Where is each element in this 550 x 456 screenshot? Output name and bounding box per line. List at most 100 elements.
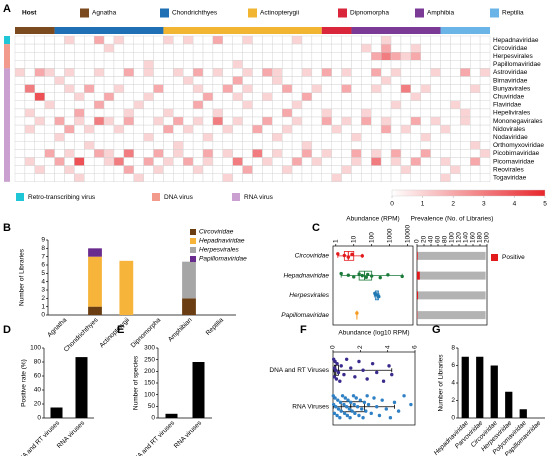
heat-cell [212,149,224,158]
heat-cell [380,116,392,126]
heat-cell [390,173,402,182]
heat-cell [24,165,35,174]
panel-label: F [300,324,307,336]
point [352,402,356,407]
heat-cell [341,173,352,182]
heat-cell [351,108,362,118]
heat-cell [113,108,125,118]
heat-cell [183,141,194,150]
heat-cell [113,141,125,150]
heat-cell [103,35,115,45]
heat-cell [54,157,65,166]
heat-cell [93,43,105,53]
heat-cell [460,92,471,101]
heat-cell [54,100,65,110]
heat-cell [84,100,95,110]
point [354,396,358,400]
heat-cell [93,124,105,134]
heat-cell [143,173,154,182]
heat-cell [331,157,342,166]
heat-cell [183,157,194,166]
y-tick-label: 3 [41,287,45,294]
heat-cell [440,68,451,77]
heat-cell [183,52,194,61]
heat-cell [331,173,342,182]
heat-cell [222,141,233,150]
heat-cell [232,84,243,93]
x-tick-label: 180 [477,232,484,243]
heat-cell [272,43,283,53]
heat-cell [371,76,382,85]
heat-cell [34,173,45,182]
heat-cell [380,35,392,45]
heat-cell [301,35,313,45]
heat-cell [232,76,243,85]
heat-cell [301,108,313,118]
heat-cell [123,108,134,118]
y-tick-label: 0 [151,415,155,422]
point [364,409,368,413]
heat-cell [64,35,75,45]
heat-cell [222,149,233,158]
heat-cell [410,92,421,101]
heat-cell [103,43,115,53]
colorbar-tick-label: 2 [451,201,455,208]
heat-cell [44,76,55,85]
colorbar-tick-label: 1 [421,201,425,208]
heat-cell [64,124,75,134]
heat-cell [212,141,224,150]
heat-cell [242,173,253,182]
heat-cell [93,116,105,126]
heat-cell [262,124,273,134]
heat-cell [143,149,154,158]
heat-cell [351,84,362,93]
point [380,398,384,402]
heat-cell [202,35,214,45]
heat-cell [84,52,95,61]
heat-cell [321,141,332,150]
heat-cell [113,76,125,85]
heat-cell [242,92,253,101]
heat-cell [400,76,412,85]
heat-cell [341,92,352,101]
heat-cell [222,52,233,61]
heat-cell [361,108,372,118]
heat-cell [242,100,253,110]
heat-cell [371,149,382,158]
heat-cell [321,149,332,158]
heat-cell [460,149,471,158]
heat-cell [113,157,125,166]
heat-cell [232,141,243,150]
point [386,273,390,277]
heat-cell [133,141,144,150]
heat-cell [361,52,372,61]
heat-cell [390,52,402,61]
heat-cell [479,92,491,101]
heat-cell [420,84,431,93]
heat-cell [450,108,461,118]
type-swatch [232,193,240,201]
row-label: Birnaviridae [493,77,528,84]
heat-cell [400,52,412,61]
total-bar [417,291,486,300]
heat-cell [173,100,184,110]
heat-cell [311,108,322,118]
y-tick-label: 1 [41,303,45,310]
heat-cell [24,68,35,77]
heat-cell [192,132,204,142]
heat-cell [291,165,303,174]
heat-cell [202,141,214,150]
bar [50,407,63,418]
heat-cell [371,52,382,61]
heat-cell [153,84,164,93]
point [392,400,397,405]
heat-cell [479,100,491,110]
heat-cell [103,116,115,126]
host-bar [163,27,322,34]
heat-cell [301,76,313,85]
heat-cell [24,132,35,142]
point [369,274,374,278]
x-tick-label: 1000 [386,228,393,243]
heat-cell [84,43,95,53]
point [334,377,339,381]
